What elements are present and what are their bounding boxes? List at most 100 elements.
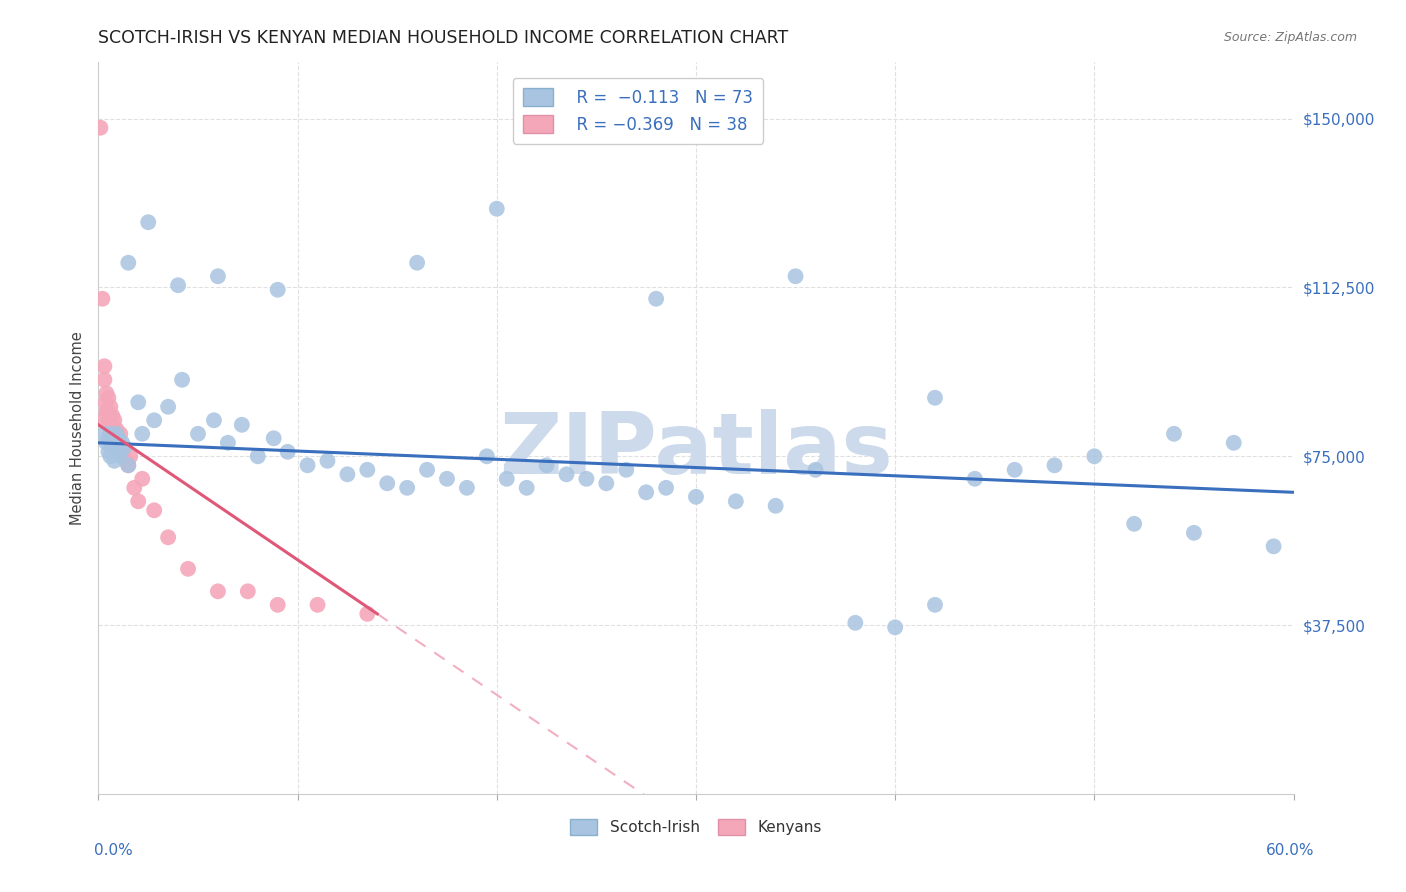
Point [93,359,115,374]
Point [614,463,637,477]
Point [475,450,498,464]
Point [804,463,827,477]
Point [93,426,115,441]
Point [103,431,125,445]
Point [96,404,118,418]
Point [103,435,125,450]
Point [785,269,807,284]
Text: Source: ZipAtlas.com: Source: ZipAtlas.com [1223,31,1357,45]
Point [924,598,946,612]
Point [636,485,658,500]
Point [536,458,558,473]
Point [202,413,225,427]
Point [107,444,129,458]
Point [98,409,121,423]
Point [157,530,180,544]
Point [1123,516,1146,531]
Point [115,454,138,468]
Y-axis label: Median Household Income: Median Household Income [69,331,84,525]
Legend: Scotch-Irish, Kenyans: Scotch-Irish, Kenyans [564,813,828,841]
Point [267,598,290,612]
Point [231,417,253,432]
Point [101,409,124,423]
Point [117,256,139,270]
Point [111,435,134,450]
Point [97,431,120,445]
Point [101,440,124,454]
Point [297,458,319,473]
Point [356,463,378,477]
Point [143,503,166,517]
Point [131,472,153,486]
Point [124,481,146,495]
Text: SCOTCH-IRISH VS KENYAN MEDIAN HOUSEHOLD INCOME CORRELATION CHART: SCOTCH-IRISH VS KENYAN MEDIAN HOUSEHOLD … [98,29,789,47]
Point [120,450,142,464]
Point [136,215,159,229]
Point [316,454,339,468]
Point [98,400,122,414]
Point [685,490,707,504]
Point [456,481,478,495]
Point [416,463,439,477]
Point [207,584,229,599]
Point [167,278,190,293]
Text: 60.0%: 60.0% [1267,843,1315,858]
Point [94,395,117,409]
Point [93,373,115,387]
Point [107,431,129,445]
Point [98,450,122,464]
Point [1163,426,1185,441]
Point [1223,435,1246,450]
Point [117,458,139,473]
Point [406,256,429,270]
Point [117,458,139,473]
Point [1043,458,1066,473]
Point [127,494,149,508]
Point [107,431,129,445]
Point [724,494,747,508]
Point [924,391,946,405]
Point [277,444,299,458]
Point [96,386,118,401]
Point [436,472,458,486]
Point [97,413,120,427]
Text: ZIPatlas: ZIPatlas [499,409,893,491]
Point [172,373,194,387]
Point [1263,539,1285,553]
Point [89,120,111,135]
Point [396,481,419,495]
Point [555,467,578,482]
Point [157,400,180,414]
Point [98,426,122,441]
Point [267,283,290,297]
Point [103,413,125,427]
Point [485,202,508,216]
Point [112,440,135,454]
Point [516,481,538,495]
Point [110,426,132,441]
Point [884,620,907,634]
Point [236,584,259,599]
Point [575,472,598,486]
Point [844,615,866,630]
Point [96,435,118,450]
Point [101,435,124,450]
Point [187,426,209,441]
Point [356,607,378,621]
Point [93,413,115,427]
Point [595,476,617,491]
Point [98,426,122,441]
Point [111,444,134,458]
Point [1004,463,1026,477]
Point [97,391,120,405]
Point [131,426,153,441]
Point [110,450,132,464]
Point [307,598,329,612]
Point [105,422,128,436]
Point [97,444,120,458]
Point [375,476,398,491]
Point [217,435,239,450]
Point [177,562,200,576]
Point [336,467,359,482]
Point [105,440,128,454]
